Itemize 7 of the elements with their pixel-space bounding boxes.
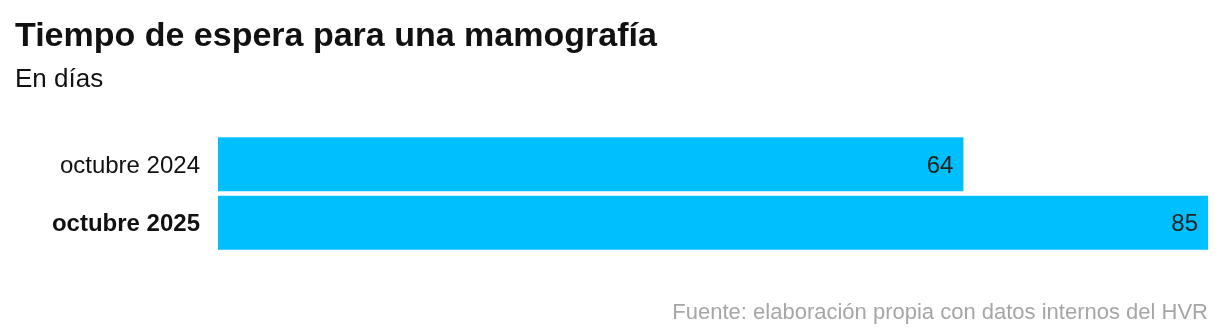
data-label: 64 xyxy=(926,150,954,178)
data-label: 85 xyxy=(1171,209,1198,237)
chart-title: Tiempo de espera para una mamografía xyxy=(15,15,658,53)
y-tick-label: octubre 2024 xyxy=(59,150,200,178)
chart-subtitle: En días xyxy=(15,63,104,93)
source-note: Fuente: elaboración propia con datos internos del HVR xyxy=(672,298,1209,324)
y-tick-label: octubre 2025 xyxy=(51,209,200,237)
